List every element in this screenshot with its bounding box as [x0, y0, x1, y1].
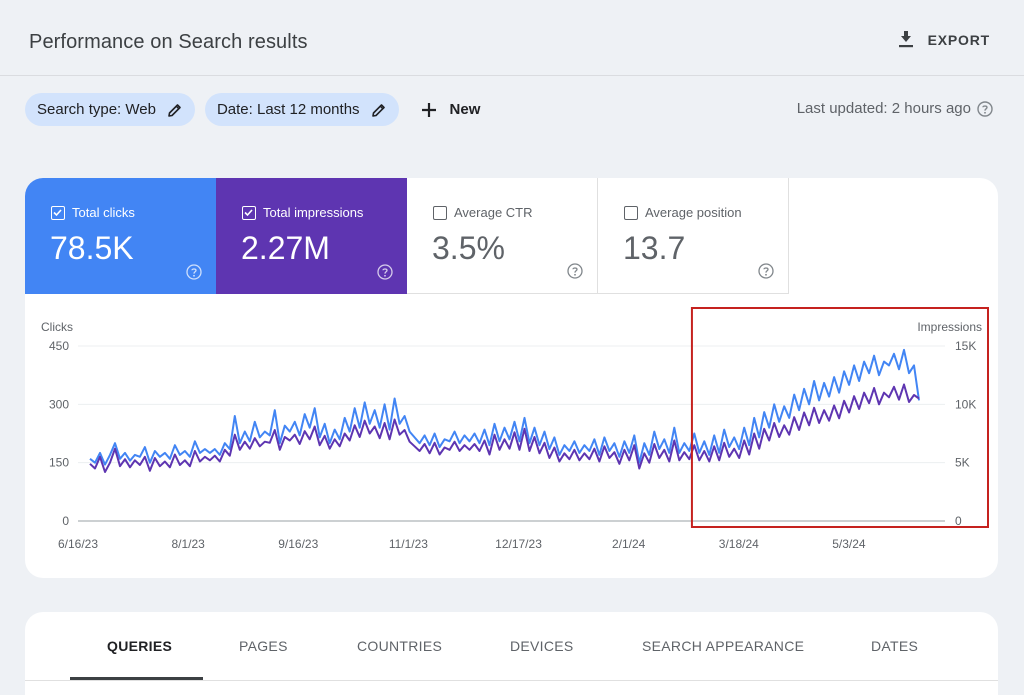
- right-tick-label: 0: [955, 514, 962, 528]
- tab-dates[interactable]: DATES: [871, 638, 919, 654]
- export-label: EXPORT: [927, 32, 990, 48]
- tab-devices[interactable]: DEVICES: [510, 638, 574, 654]
- left-tick-label: 450: [49, 339, 69, 353]
- new-filter-label: New: [449, 101, 481, 118]
- help-icon[interactable]: [758, 263, 774, 279]
- last-updated: Last updated: 2 hours ago: [797, 100, 993, 117]
- help-icon[interactable]: [186, 264, 202, 280]
- tab-queries[interactable]: QUERIES: [107, 638, 173, 654]
- performance-chart: Clicks Impressions 450 15K 300 10K 150 5K 0 0 6/…: [25, 306, 998, 578]
- series-line-clicks: [89, 348, 920, 466]
- last-updated-text: Last updated: 2 hours ago: [796, 100, 971, 117]
- right-tick-label: 10K: [955, 397, 976, 411]
- export-button[interactable]: EXPORT: [897, 30, 990, 50]
- page-header: Performance on Search results EXPORT: [0, 0, 1024, 76]
- filter-bar: Search type: Web Date: Last 12 months Ne…: [25, 93, 480, 126]
- metric-label: Average CTR: [454, 205, 533, 220]
- x-tick-label: 8/1/23: [171, 537, 205, 551]
- checkbox-checked-icon: [51, 205, 65, 220]
- x-tick-label: 11/1/23: [389, 537, 428, 551]
- x-tick-label: 3/18/24: [719, 537, 759, 551]
- date-filter-chip[interactable]: Date: Last 12 months: [204, 93, 399, 126]
- tab-pages[interactable]: PAGES: [239, 638, 288, 654]
- edit-pencil-icon: [168, 103, 181, 117]
- x-tick-label: 12/17/23: [495, 537, 542, 551]
- metric-tiles: Total clicks 78.5K Total impressions 2.2…: [25, 178, 789, 294]
- metric-value: 13.7: [623, 230, 686, 266]
- metric-label: Total clicks: [72, 205, 135, 220]
- left-tick-label: 300: [49, 397, 69, 411]
- checkbox-unchecked-icon: [433, 205, 447, 220]
- metric-label: Total impressions: [263, 205, 364, 220]
- metric-average-position[interactable]: Average position 13.7: [598, 178, 789, 294]
- x-tick-label: 9/16/23: [278, 537, 318, 551]
- left-axis-title: Clicks: [41, 320, 73, 334]
- checkbox-checked-icon: [242, 205, 256, 220]
- date-chip-label: Date: Last 12 months: [216, 101, 360, 118]
- search-type-chip-label: Search type: Web: [37, 101, 156, 118]
- right-tick-label: 15K: [955, 339, 976, 353]
- x-tick-label: 2/1/24: [612, 537, 646, 551]
- metric-label: Average position: [645, 205, 742, 220]
- active-tab-indicator: [70, 677, 203, 680]
- edit-pencil-icon: [371, 103, 385, 117]
- tab-search-appearance[interactable]: SEARCH APPEARANCE: [642, 638, 805, 654]
- left-tick-label: 150: [49, 456, 69, 470]
- metric-value: 3.5%: [432, 230, 505, 266]
- page-title: Performance on Search results: [29, 31, 308, 53]
- metric-average-ctr[interactable]: Average CTR 3.5%: [407, 178, 598, 294]
- plus-icon: [421, 102, 436, 117]
- tab-countries[interactable]: COUNTRIES: [357, 638, 443, 654]
- performance-card: Total clicks 78.5K Total impressions 2.2…: [25, 178, 998, 578]
- x-tick-label: 5/3/24: [832, 537, 866, 551]
- new-filter-button[interactable]: New: [421, 101, 481, 118]
- right-axis-title: Impressions: [917, 320, 982, 334]
- left-tick-label: 0: [62, 514, 69, 528]
- help-icon[interactable]: [377, 264, 393, 280]
- help-icon[interactable]: [977, 100, 993, 117]
- metric-total-clicks[interactable]: Total clicks 78.5K: [25, 178, 216, 294]
- metric-value: 78.5K: [50, 230, 134, 266]
- highlight-annotation-box: [690, 307, 990, 528]
- metric-total-impressions[interactable]: Total impressions 2.27M: [216, 178, 407, 294]
- series-line-impressions: [89, 383, 920, 473]
- tabs-divider: [25, 680, 998, 681]
- report-tabs: QUERIES PAGES COUNTRIES DEVICES SEARCH A…: [25, 612, 998, 695]
- metric-value: 2.27M: [241, 230, 330, 266]
- download-icon: [898, 31, 913, 48]
- x-tick-label: 6/16/23: [58, 537, 98, 551]
- help-icon[interactable]: [567, 263, 583, 279]
- checkbox-unchecked-icon: [624, 205, 638, 220]
- search-type-filter-chip[interactable]: Search type: Web: [25, 93, 195, 126]
- right-tick-label: 5K: [955, 456, 970, 470]
- line-chart: 450 15K 300 10K 150 5K 0 0 6/16/23 8/1/23 9/16/23 1…: [49, 307, 990, 551]
